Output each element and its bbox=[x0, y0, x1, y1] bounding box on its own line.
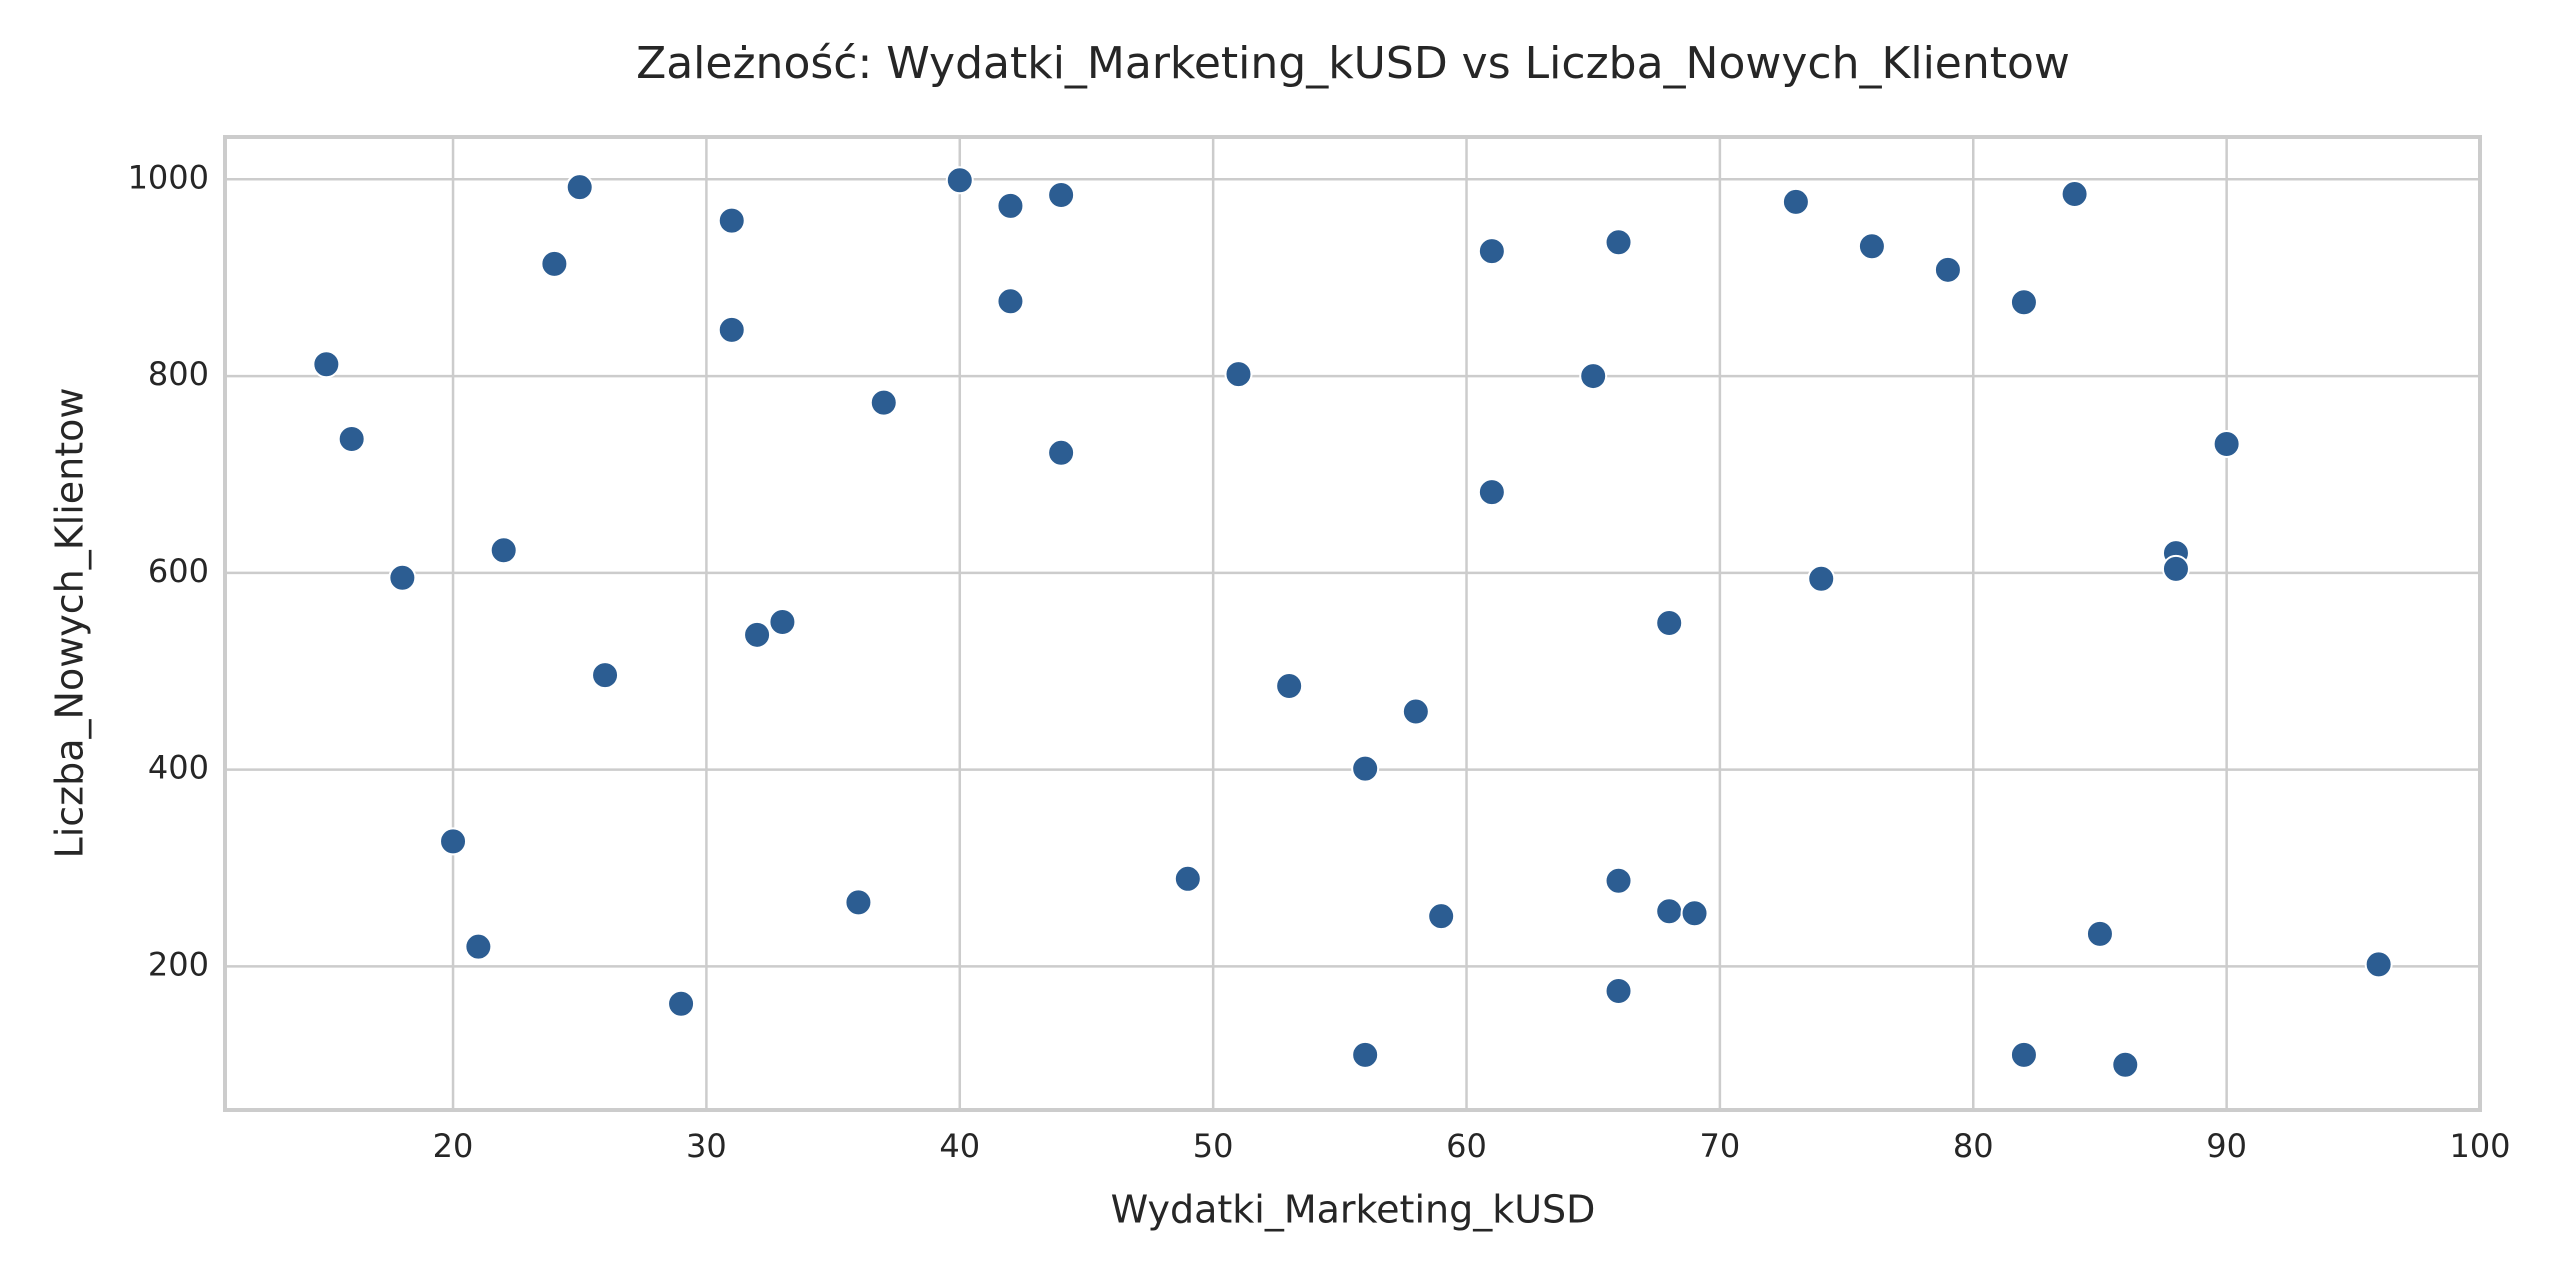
point bbox=[2085, 919, 2114, 948]
point bbox=[1477, 237, 1506, 266]
x-tick-label: 90 bbox=[2206, 1127, 2247, 1165]
point bbox=[388, 563, 417, 592]
point bbox=[1351, 754, 1380, 783]
point bbox=[1047, 181, 1076, 210]
point bbox=[1604, 228, 1633, 257]
y-tick-label: 600 bbox=[148, 552, 209, 590]
point bbox=[464, 932, 493, 961]
point bbox=[1275, 671, 1304, 700]
chart-title: Zależność: Wydatki_Marketing_kUSD vs Lic… bbox=[636, 38, 2070, 89]
y-tick-label: 400 bbox=[148, 749, 209, 787]
point bbox=[1807, 564, 1836, 593]
point bbox=[1655, 897, 1684, 926]
x-tick-label: 30 bbox=[686, 1127, 727, 1165]
point bbox=[2364, 950, 2393, 979]
point bbox=[945, 166, 974, 195]
point bbox=[337, 425, 366, 454]
point bbox=[1579, 362, 1608, 391]
x-tick-label: 40 bbox=[939, 1127, 980, 1165]
point bbox=[312, 350, 341, 379]
point bbox=[1047, 438, 1076, 467]
x-tick-label: 50 bbox=[1193, 1127, 1234, 1165]
point bbox=[869, 388, 898, 417]
y-tick-label: 800 bbox=[148, 355, 209, 393]
point bbox=[439, 827, 468, 856]
point bbox=[1933, 255, 1962, 284]
point bbox=[1351, 1040, 1380, 1069]
point bbox=[2009, 1040, 2038, 1069]
point bbox=[1857, 232, 1886, 261]
x-tick-label: 20 bbox=[433, 1127, 474, 1165]
point bbox=[1680, 899, 1709, 928]
point bbox=[717, 206, 746, 235]
point bbox=[1781, 187, 1810, 216]
point bbox=[667, 989, 696, 1018]
point bbox=[540, 249, 569, 278]
point bbox=[2060, 180, 2089, 209]
y-axis-label: Liczba_Nowych_Klientow bbox=[48, 388, 92, 859]
y-tick-label: 200 bbox=[148, 945, 209, 983]
point bbox=[1477, 478, 1506, 507]
point bbox=[2111, 1050, 2140, 1079]
y-tick-label: 1000 bbox=[128, 158, 209, 196]
point bbox=[717, 315, 746, 344]
point bbox=[996, 191, 1025, 220]
plot-frame bbox=[223, 135, 2482, 1112]
x-tick-label: 60 bbox=[1446, 1127, 1487, 1165]
x-tick-label: 100 bbox=[2449, 1127, 2510, 1165]
point bbox=[1604, 976, 1633, 1005]
point bbox=[591, 661, 620, 690]
point bbox=[1427, 902, 1456, 931]
point bbox=[768, 608, 797, 637]
point bbox=[2161, 554, 2190, 583]
point bbox=[1401, 697, 1430, 726]
point bbox=[1173, 864, 1202, 893]
x-tick-label: 70 bbox=[1700, 1127, 1741, 1165]
point bbox=[1655, 609, 1684, 638]
point bbox=[2009, 288, 2038, 317]
point bbox=[1604, 866, 1633, 895]
point bbox=[844, 888, 873, 917]
x-axis-label: Wydatki_Marketing_kUSD bbox=[1111, 1188, 1596, 1232]
point bbox=[996, 287, 1025, 316]
point bbox=[1224, 360, 1253, 389]
point bbox=[565, 173, 594, 202]
x-tick-label: 80 bbox=[1953, 1127, 1994, 1165]
point bbox=[489, 536, 518, 565]
point bbox=[743, 620, 772, 649]
point bbox=[2212, 429, 2241, 458]
